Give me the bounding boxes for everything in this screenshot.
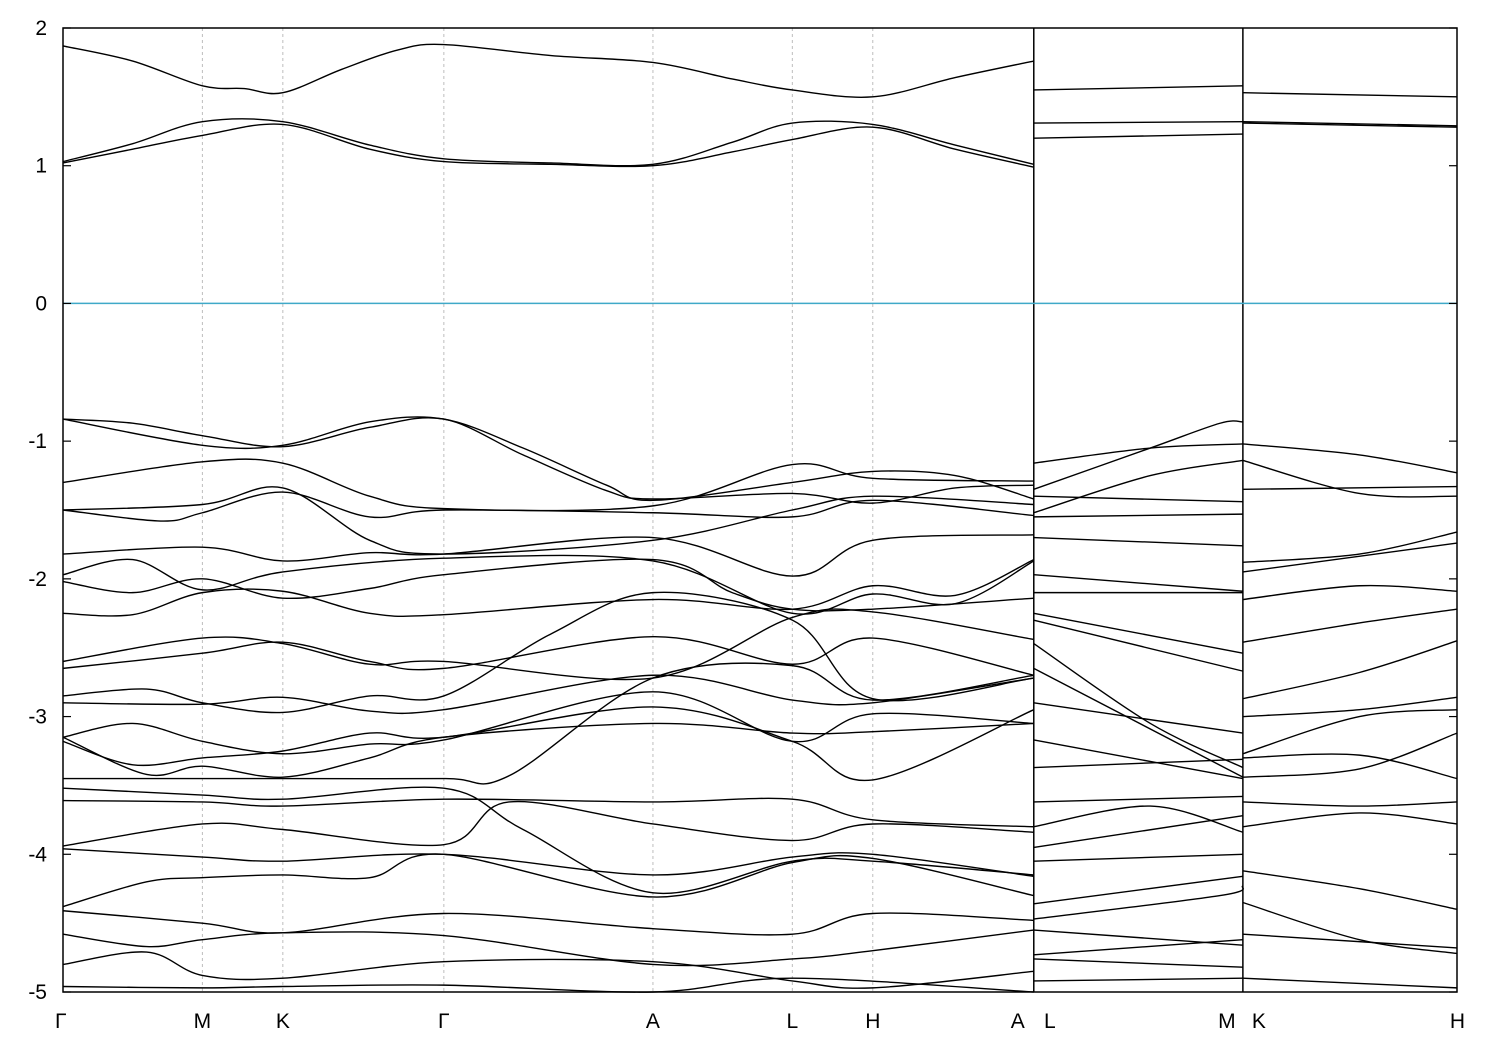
k-point-label: K: [276, 1010, 290, 1033]
band-line: [62, 486, 1034, 555]
band-line: [62, 910, 1034, 936]
band-line: [1242, 696, 1458, 718]
band-line: [1242, 542, 1458, 573]
band-line: [1033, 958, 1243, 968]
band-line: [1033, 612, 1244, 654]
band-line: [1033, 977, 1243, 982]
band-line: [1033, 85, 1243, 91]
k-point-label: Γ: [438, 1010, 450, 1033]
y-tick-label: 2: [35, 17, 47, 40]
band-line: [62, 534, 1034, 577]
band-line: [1033, 459, 1243, 514]
band-line: [1242, 753, 1458, 780]
band-line: [1033, 536, 1243, 547]
y-tick-label: 1: [35, 155, 47, 178]
band-line: [1242, 801, 1458, 807]
band-line: [1242, 120, 1458, 127]
band-line: [62, 123, 1034, 168]
band-line: [62, 853, 1034, 908]
band-line: [1033, 853, 1243, 862]
band-line: [1242, 901, 1458, 955]
band-line: [1033, 513, 1243, 518]
band-line: [1033, 619, 1244, 672]
band-line: [1033, 758, 1243, 769]
band-line: [1242, 640, 1458, 700]
band-line: [62, 848, 1034, 878]
band-line: [62, 691, 1034, 755]
band-line: [1242, 732, 1458, 778]
band-line: [1033, 885, 1244, 920]
band-line: [1242, 977, 1458, 989]
band-line: [1033, 805, 1244, 833]
band-line: [1242, 933, 1458, 949]
y-tick-label: -3: [28, 706, 47, 729]
band-line: [1033, 643, 1244, 769]
band-line: [62, 786, 1034, 895]
band-line: [1033, 667, 1244, 778]
k-point-label: M: [194, 1010, 212, 1033]
band-line: [62, 635, 1034, 676]
k-point-label: L: [1044, 1010, 1056, 1033]
band-line: [1242, 443, 1458, 474]
band-line: [62, 800, 1034, 847]
band-line: [62, 608, 1034, 681]
band-line: [1033, 420, 1243, 491]
k-point-label: Γ: [55, 1010, 67, 1033]
band-line: [1033, 574, 1243, 592]
k-point-label: L: [786, 1010, 798, 1033]
y-tick-label: -1: [28, 430, 47, 453]
band-line: [1033, 815, 1243, 849]
band-line: [1033, 495, 1243, 503]
band-line: [1242, 812, 1458, 828]
band-line: [1033, 120, 1243, 124]
band-line: [1242, 870, 1458, 911]
band-line: [62, 674, 1034, 715]
band-line: [1242, 459, 1458, 498]
band-line: [62, 797, 1034, 828]
k-point-label: H: [1450, 1010, 1465, 1033]
plot-frame: [62, 27, 1458, 993]
k-point-label: H: [865, 1010, 880, 1033]
band-line: [62, 591, 1034, 714]
band-line: [62, 929, 1034, 967]
band-line: [1242, 608, 1458, 643]
band-line: [62, 951, 1034, 989]
band-line: [1242, 708, 1458, 755]
band-line: [62, 491, 1034, 522]
band-line: [62, 558, 1034, 612]
band-line: [1242, 92, 1458, 98]
band-line: [1242, 485, 1458, 491]
band-line: [62, 43, 1034, 98]
k-point-label: A: [646, 1010, 660, 1033]
band-line: [1242, 122, 1458, 128]
band-line: [1242, 584, 1458, 601]
band-line: [1033, 133, 1243, 139]
band-line: [1242, 531, 1458, 564]
band-line: [1033, 795, 1243, 803]
band-line: [62, 416, 1034, 502]
band-line: [62, 118, 1034, 167]
band-line: [1033, 739, 1244, 780]
bands: [62, 43, 1458, 993]
y-axis-ticks: 2 1 0 -1 -2 -3 -4 -5: [28, 17, 1457, 1004]
band-line: [62, 417, 1034, 504]
y-tick-label: 0: [35, 292, 47, 315]
y-tick-label: -5: [28, 981, 47, 1004]
k-point-label: A: [1011, 1010, 1025, 1033]
k-point-label: K: [1252, 1010, 1266, 1033]
y-tick-label: -4: [28, 843, 47, 866]
band-line: [1033, 702, 1243, 734]
band-line: [1033, 938, 1243, 956]
band-line: [62, 977, 1034, 993]
k-point-label: M: [1218, 1010, 1236, 1033]
y-tick-label: -2: [28, 568, 47, 591]
band-line: [62, 554, 1035, 615]
band-line: [63, 662, 1034, 785]
band-line: [62, 722, 1034, 778]
band-line: [62, 558, 1035, 618]
band-line: [1033, 875, 1243, 905]
